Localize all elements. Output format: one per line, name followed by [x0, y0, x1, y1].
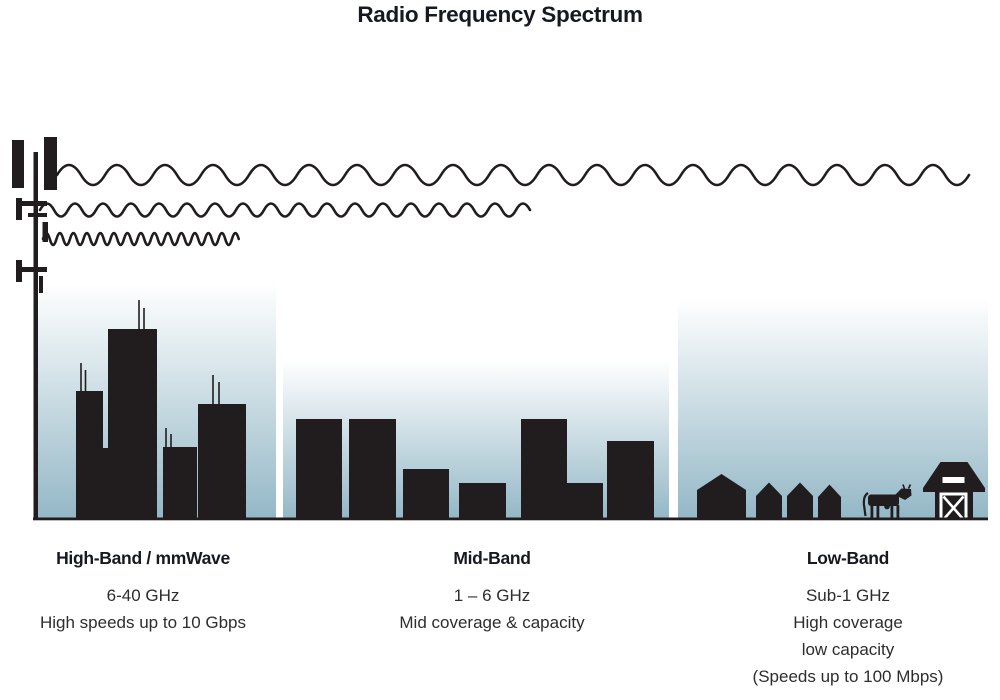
band-freq-low: Sub-1 GHz — [805, 586, 891, 605]
band-desc-low-1: High coverage — [793, 613, 903, 632]
barn-icon — [923, 462, 985, 521]
band-labels: High-Band / mmWave 6-40 GHz High speeds … — [0, 548, 1000, 700]
band-name-high: High-Band / mmWave — [56, 548, 230, 568]
band-freq-high: 6-40 GHz — [106, 586, 180, 605]
mid-band-wave-icon — [38, 202, 532, 218]
high-band-wave-icon — [41, 231, 241, 247]
cow-icon — [862, 484, 912, 518]
city-skyline-icon — [76, 300, 246, 520]
cell-tower-icon — [12, 137, 57, 520]
band-name-low: Low-Band — [806, 548, 890, 568]
band-name-mid: Mid-Band — [453, 548, 531, 568]
band-desc-low-3: (Speeds up to 100 Mbps) — [752, 667, 944, 686]
band-desc-high: High speeds up to 10 Gbps — [39, 613, 247, 632]
page-title: Radio Frequency Spectrum — [357, 2, 643, 27]
band-label-low: Low-Band Sub-1 GHz High coverage low cap… — [678, 548, 1000, 690]
low-band-wave-icon — [55, 163, 971, 187]
band-desc-low-2: low capacity — [801, 640, 895, 659]
ground-line — [33, 517, 988, 521]
midrise-buildings-icon — [296, 419, 654, 520]
spectrum-illustration — [12, 137, 988, 521]
band-freq-mid: 1 – 6 GHz — [453, 586, 531, 605]
houses-icon — [697, 474, 841, 520]
band-label-high: High-Band / mmWave 6-40 GHz High speeds … — [0, 548, 313, 636]
band-desc-mid: Mid coverage & capacity — [399, 613, 585, 632]
band-label-mid: Mid-Band 1 – 6 GHz Mid coverage & capaci… — [322, 548, 662, 636]
